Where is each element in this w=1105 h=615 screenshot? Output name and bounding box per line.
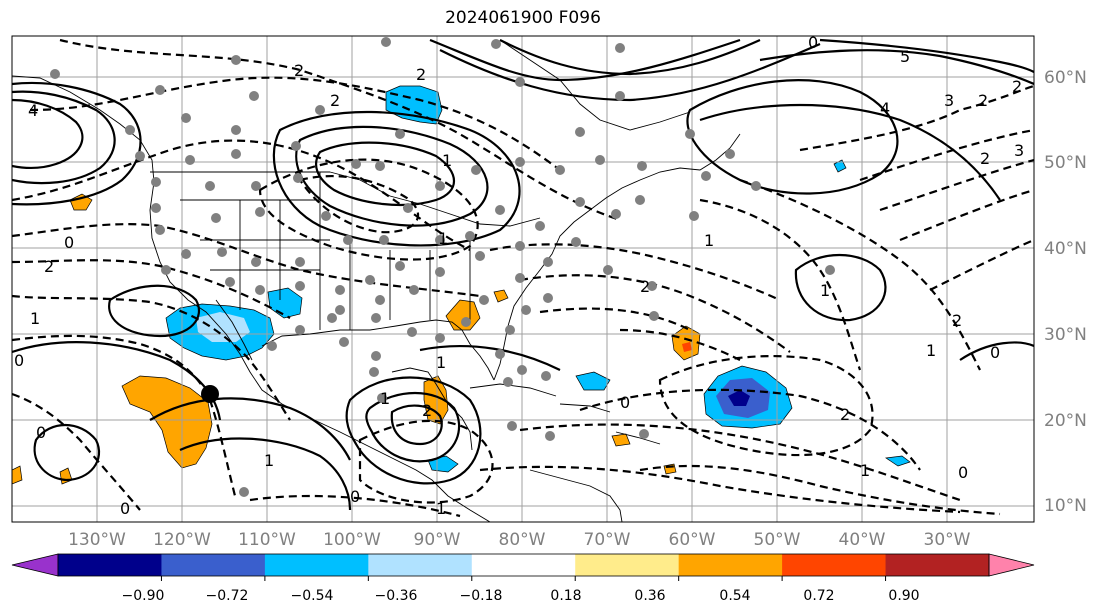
lon-label: 70°W [584,530,631,550]
colorbar-tick-label: −0.54 [291,588,334,604]
lat-label: 30°N [1044,325,1087,345]
contour-label: 0 [808,33,818,52]
lon-label: 40°W [839,530,886,550]
contour-label: 2 [640,277,650,296]
lat-label: 40°N [1044,239,1087,259]
contour-label: 2 [978,91,988,110]
contour-label: 3 [944,91,954,110]
contour-label: 1 [380,389,390,408]
contour-label: 1 [442,151,452,170]
colorbar-ticks: −0.90 −0.72 −0.54 −0.36 −0.18 0.18 0.36 … [122,588,920,604]
colorbar-segment [678,554,783,576]
contour-label: 0 [990,343,1000,362]
map-frame [11,35,1035,523]
contour-label: 5 [900,47,910,66]
latitude-labels: 60°N 50°N 40°N 30°N 20°N 10°N [1044,68,1087,516]
lat-label: 10°N [1044,496,1087,516]
blue-patch-atlantic-core [728,390,750,406]
colorbar-segment [885,554,990,576]
contour-label: 1 [264,451,274,470]
location-marker [201,385,219,403]
colorbar-segment [471,554,576,576]
colorbar-extend-low [11,553,59,577]
colorbar-segment [575,554,680,576]
colorbar-tick-label: 0.18 [550,588,581,604]
contour-label: 1 [820,281,830,300]
contour-label: 1 [926,341,936,360]
contour-label: 2 [294,61,304,80]
orange-patch-pacific [121,375,213,469]
lon-label: 90°W [414,530,461,550]
colorbar-segment [368,554,473,576]
contour-label: 1 [860,461,870,480]
orange-patch-small-1 [69,193,93,211]
orange-patch-southeast [445,299,481,331]
contour-label: 2 [44,257,54,276]
contour-label: 0 [36,423,46,442]
colorbar-tick-label: 0.90 [888,588,919,604]
contour-label: 1 [30,309,40,328]
colorbar [11,553,1035,581]
contour-label: 1 [438,229,448,248]
colorbar-tick-label: −0.72 [206,588,249,604]
colorbar-frame [57,553,990,577]
contour-label: 2 [422,401,432,420]
station-dots [50,37,835,497]
lon-label: 110°W [238,530,296,550]
colorbar-segment [161,554,266,576]
contour-label: 1 [704,231,714,250]
orange-patch-gulf [423,375,449,425]
lat-label: 60°N [1044,68,1087,88]
colorbar-segment [782,554,887,576]
negative-contours [12,38,1034,518]
contour-label: 2 [980,149,990,168]
contour-label: 0 [958,463,968,482]
lon-label: 30°W [924,530,971,550]
contour-label: 0 [64,233,74,252]
contour-label: 2 [1012,77,1022,96]
lon-label: 50°W [754,530,801,550]
blue-patch-small-east [885,455,911,467]
contour-label: 0 [350,487,360,506]
orange-patch-small-3 [611,433,631,447]
colorbar-tick-label: −0.90 [122,588,165,604]
contour-labels: 2 2 2 0 5 4 3 2 2 2 2 3 4 1 1 0 0 0 2 1 … [14,33,1024,518]
map-area: 2 2 2 0 5 4 3 2 2 2 2 3 4 1 1 0 0 0 2 1 … [12,33,1034,522]
orange-patch-small-6 [12,465,23,485]
colorbar-tick-label: 0.54 [719,588,750,604]
map-title: 2024061900 F096 [445,8,601,28]
orange-patch-small-2 [493,289,509,303]
lon-label: 60°W [669,530,716,550]
contour-label: 0 [14,351,24,370]
positive-contours [12,38,1034,511]
lat-label: 50°N [1044,153,1087,173]
contour-label: 4 [28,101,38,120]
lon-label: 130°W [68,530,126,550]
longitude-labels: 130°W 120°W 110°W 100°W 90°W 80°W 70°W 6… [68,530,971,550]
contour-label: 4 [880,99,890,118]
contour-label: 0 [620,393,630,412]
colorbar-segment [58,554,162,576]
contour-label: 2 [330,91,340,110]
contour-label: 2 [840,405,850,424]
lon-label: 100°W [323,530,381,550]
contour-label: 1 [436,353,446,372]
contour-label: 2 [952,311,962,330]
lon-label: 120°W [153,530,211,550]
red-patch-atlantic [682,342,692,352]
blue-patch-small-ne [833,159,847,173]
colorbar-tick-label: −0.36 [375,588,418,604]
contour-label: 1 [436,499,446,518]
colorbar-tick-label: 0.36 [634,588,665,604]
contour-label: 0 [120,499,130,518]
contour-label: 3 [1014,141,1024,160]
colorbar-segment [264,554,369,576]
colorbar-extend-high [988,553,1035,577]
lat-label: 20°N [1044,411,1087,431]
contour-label: 2 [416,65,426,84]
colorbar-tick-label: 0.72 [803,588,834,604]
lon-label: 80°W [499,530,546,550]
colorbar-tick-label: −0.18 [460,588,503,604]
